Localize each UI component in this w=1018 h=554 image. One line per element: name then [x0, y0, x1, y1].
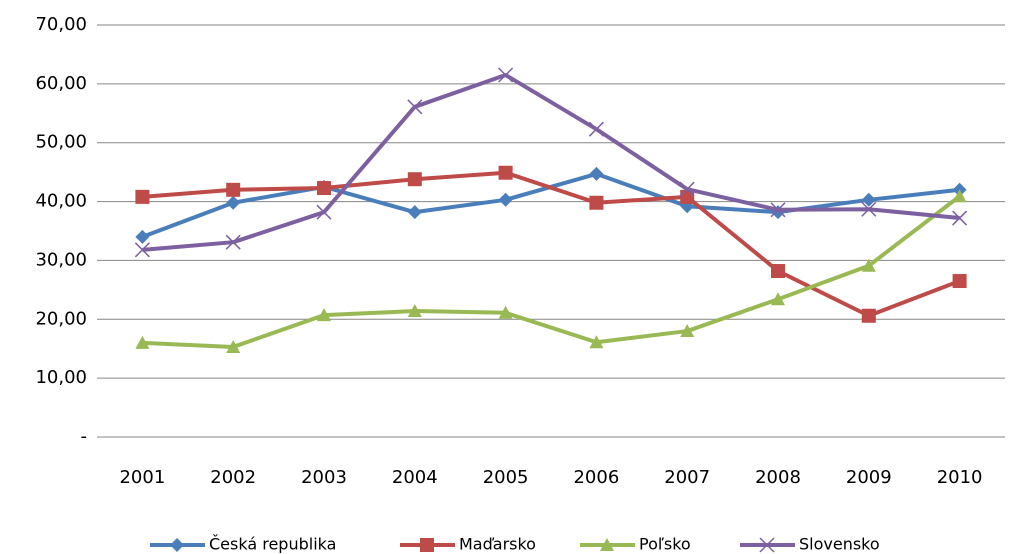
y-tick-label: 20,00 [35, 308, 87, 329]
marker [317, 308, 331, 322]
legend-label: Poľsko [639, 535, 691, 554]
x-tick-label: 2001 [119, 467, 165, 488]
marker [589, 195, 604, 210]
marker [135, 229, 150, 244]
x-tick-label: 2009 [846, 467, 892, 488]
x-tick-label: 2010 [937, 467, 983, 488]
marker [498, 67, 514, 83]
series-line [142, 194, 961, 349]
marker [134, 242, 150, 258]
marker [317, 181, 331, 196]
legend-marker [170, 538, 184, 552]
marker [135, 335, 150, 349]
y-tick-label: 60,00 [35, 73, 87, 94]
marker [498, 165, 513, 180]
marker [407, 205, 422, 220]
x-tick-label: 2006 [573, 467, 619, 488]
marker [498, 192, 513, 207]
marker [861, 201, 877, 217]
legend-label: Maďarsko [459, 535, 536, 554]
series-line [142, 73, 960, 252]
marker [225, 234, 241, 250]
marker [861, 258, 876, 272]
marker [861, 308, 876, 323]
marker [771, 292, 785, 306]
marker [407, 172, 422, 187]
x-tick-label: 2004 [392, 467, 438, 488]
marker [316, 204, 332, 220]
marker [771, 264, 785, 279]
legend: Česká republika Maďarsko Poľsko Slovensko [150, 535, 880, 554]
series-line [142, 170, 961, 318]
marker [226, 195, 241, 210]
series-line [141, 171, 960, 239]
marker [680, 324, 695, 338]
marker [952, 210, 968, 226]
marker [226, 339, 241, 353]
x-tick-label: 2005 [483, 467, 529, 488]
marker [770, 202, 786, 218]
marker [407, 304, 422, 318]
legend-marker [600, 538, 614, 551]
y-tick-label: - [81, 426, 88, 447]
marker [589, 335, 604, 349]
marker [588, 121, 604, 137]
marker [135, 189, 150, 204]
y-tick-label: 10,00 [35, 367, 87, 388]
legend-label: Česká republika [209, 535, 336, 554]
x-tick-label: 2002 [210, 467, 256, 488]
y-tick-label: 50,00 [35, 132, 87, 153]
x-tick-label: 2008 [755, 467, 801, 488]
marker [861, 192, 876, 207]
marker [952, 274, 967, 289]
marker [679, 181, 695, 197]
x-tick-label: 2003 [301, 467, 347, 488]
x-tick-label: 2007 [664, 467, 710, 488]
legend-label: Slovensko [799, 535, 880, 554]
y-tick-label: 40,00 [35, 191, 87, 212]
legend-marker [759, 537, 775, 553]
marker [226, 182, 241, 197]
marker [952, 189, 967, 203]
y-tick-label: 30,00 [35, 249, 87, 270]
marker [407, 99, 423, 115]
legend-marker [420, 538, 434, 552]
y-tick-label: 70,00 [35, 14, 87, 35]
marker [589, 166, 604, 181]
marker [498, 305, 513, 319]
